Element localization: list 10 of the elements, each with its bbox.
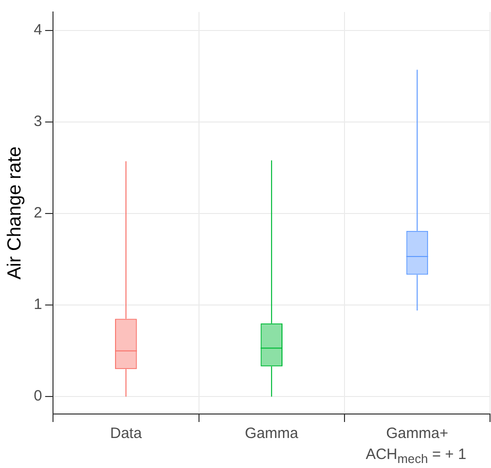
- y-tick-label: 3: [34, 113, 42, 130]
- y-tick-label: 4: [34, 21, 42, 38]
- y-axis-title: Air Change rate: [4, 146, 26, 280]
- x-tick-label: Gamma: [244, 425, 299, 442]
- x-tick-label: Gamma+: [386, 425, 448, 442]
- y-tick-label: 1: [34, 296, 42, 314]
- x-tick-label: Data: [110, 425, 142, 442]
- y-tick-label: 2: [34, 204, 42, 222]
- text: ACH$_{mech}$ = + 1: [366, 446, 466, 466]
- y-tick-label: 0: [34, 388, 42, 405]
